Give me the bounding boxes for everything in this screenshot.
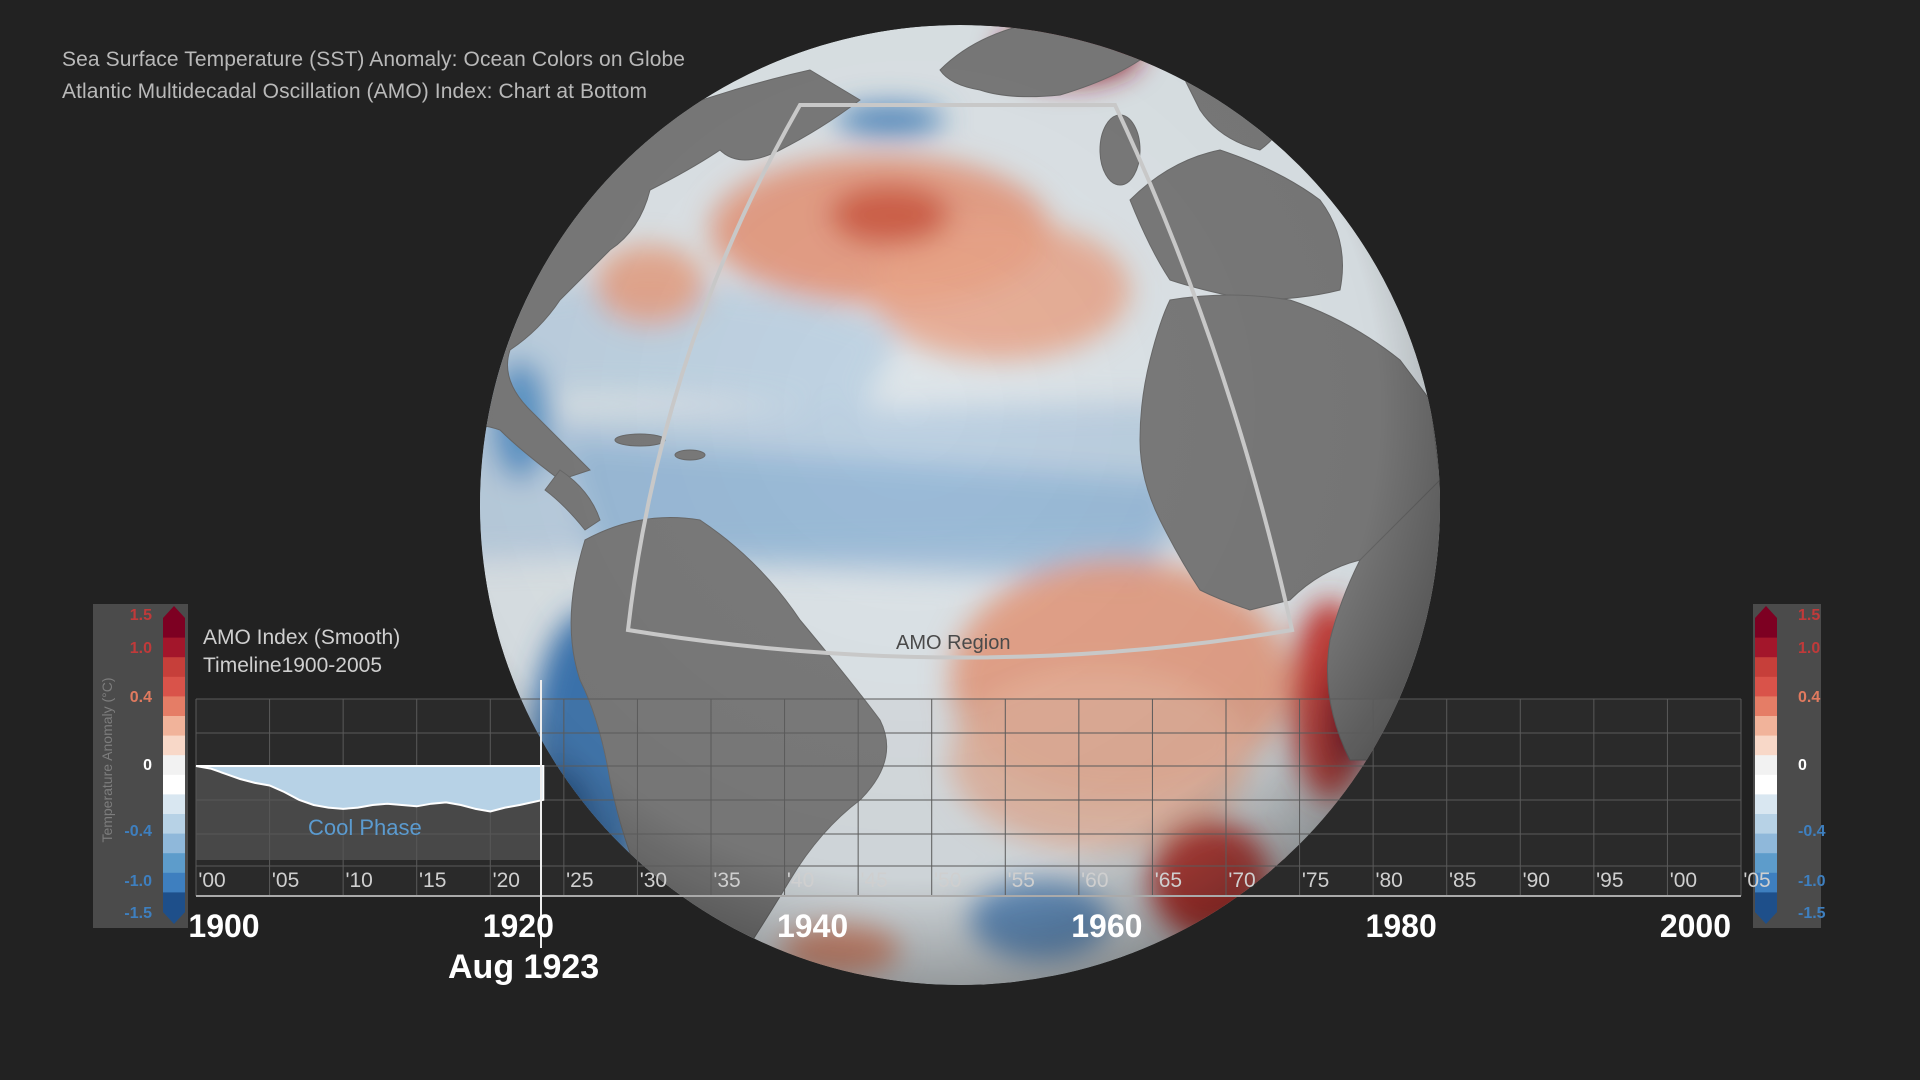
legend-color-step xyxy=(163,676,185,697)
legend-colorbar-left xyxy=(93,604,188,928)
decade-tick-label: '05 xyxy=(1743,869,1771,892)
decade-tick-label: '25 xyxy=(566,869,594,892)
header-line-2: Atlantic Multidecadal Oscillation (AMO) … xyxy=(62,80,648,103)
legend-tick-label: 0.4 xyxy=(129,689,152,706)
legend-color-step xyxy=(1755,657,1777,678)
decade-tick-label: '60 xyxy=(1081,869,1109,892)
legend-tick-label: 0 xyxy=(143,757,152,774)
amo-region-label: AMO Region xyxy=(896,632,1011,654)
legend-axis-title: Temperature Anomaly (°C) xyxy=(99,677,115,843)
legend-color-step xyxy=(1755,735,1777,756)
legend-color-step xyxy=(163,735,185,756)
legend-color-step xyxy=(1755,794,1777,815)
legend-tick-label: 1.0 xyxy=(129,640,152,657)
legend-max-arrow xyxy=(163,606,185,618)
decade-tick-label: '65 xyxy=(1154,869,1183,892)
legend-tick-label: 1.5 xyxy=(1798,607,1821,624)
decade-tick-label: '85 xyxy=(1449,869,1477,892)
legend-color-step xyxy=(1755,833,1777,854)
decade-tick-label: '10 xyxy=(345,869,373,892)
legend-tick-label: -1.0 xyxy=(124,873,152,890)
current-date: Aug 1923 xyxy=(448,948,600,986)
major-year-label: 1960 xyxy=(1071,908,1143,944)
decade-tick-label: '50 xyxy=(934,869,962,892)
legend-color-step xyxy=(163,892,185,913)
decade-tick-label: '00 xyxy=(198,869,226,892)
legend-color-step xyxy=(1755,618,1777,639)
amo-series-area xyxy=(195,765,545,813)
legend-color-step xyxy=(1755,814,1777,835)
legend-color-step xyxy=(1755,696,1777,717)
legend-color-step xyxy=(163,833,185,854)
amo-region-outline xyxy=(625,103,1295,660)
legend-color-step xyxy=(163,794,185,815)
legend-color-step xyxy=(163,755,185,776)
legend-color-step xyxy=(163,657,185,678)
legend-color-step xyxy=(1755,853,1777,874)
legend-color-step xyxy=(1755,716,1777,737)
legend-tick-label: 0.4 xyxy=(1798,689,1821,706)
legend-tick-label: -1.5 xyxy=(1798,905,1826,922)
decade-tick-label: '80 xyxy=(1375,869,1403,892)
decade-tick-label: '75 xyxy=(1301,869,1330,892)
decade-tick-label: '30 xyxy=(639,869,668,892)
legend-min-arrow xyxy=(1755,912,1777,924)
major-year-label: 1900 xyxy=(188,908,260,944)
decade-tick-label: '20 xyxy=(492,869,520,892)
decade-tick-label: '40 xyxy=(786,869,815,892)
decade-tick-label: '00 xyxy=(1669,869,1698,892)
legend-color-step xyxy=(1755,676,1777,697)
legend-color-step xyxy=(1755,755,1777,776)
legend-tick-label: -0.4 xyxy=(1798,823,1826,840)
legend-color-step xyxy=(163,814,185,835)
header-line-1: Sea Surface Temperature (SST) Anomaly: O… xyxy=(62,48,686,71)
legend-color-step xyxy=(163,872,185,893)
legend-color-step xyxy=(163,853,185,874)
legend-color-step xyxy=(163,696,185,717)
legend-tick-label: -1.0 xyxy=(1798,873,1826,890)
phase-label: Cool Phase xyxy=(308,815,422,840)
legend-tick-label: 0 xyxy=(1798,757,1807,774)
decade-tick-label: '45 xyxy=(860,869,888,892)
legend-max-arrow xyxy=(1755,606,1777,618)
amo-chart xyxy=(195,680,1742,948)
legend-tick-label: 1.5 xyxy=(129,607,152,624)
major-year-label: 2000 xyxy=(1659,908,1732,944)
legend-tick-label: -1.5 xyxy=(124,905,152,922)
major-year-label: 1980 xyxy=(1365,908,1437,944)
legend-tick-label: 1.0 xyxy=(1798,640,1821,657)
legend-color-step xyxy=(163,618,185,639)
legend-color-step xyxy=(1755,872,1777,893)
legend-color-step xyxy=(163,637,185,658)
major-year-label: 1920 xyxy=(482,908,554,944)
decade-tick-label: '05 xyxy=(271,869,300,892)
chart-title: AMO Index (Smooth) xyxy=(203,626,401,649)
legend-color-step xyxy=(1755,892,1777,913)
legend-min-arrow xyxy=(163,912,185,924)
decade-tick-label: '15 xyxy=(419,869,447,892)
decade-tick-label: '55 xyxy=(1007,869,1035,892)
decade-tick-label: '35 xyxy=(713,869,741,892)
legend-color-step xyxy=(163,716,185,737)
legend-color-step xyxy=(1755,774,1777,795)
decade-tick-label: '90 xyxy=(1522,869,1550,892)
chart-subtitle: Timeline1900-2005 xyxy=(203,654,383,677)
legend-tick-label: -0.4 xyxy=(124,823,152,840)
decade-tick-label: '70 xyxy=(1228,869,1256,892)
legend-color-step xyxy=(1755,637,1777,658)
decade-tick-label: '95 xyxy=(1596,869,1624,892)
legend-color-step xyxy=(163,774,185,795)
legend-colorbar-right xyxy=(1753,604,1821,928)
globe xyxy=(480,25,1440,985)
major-year-label: 1940 xyxy=(776,908,849,944)
